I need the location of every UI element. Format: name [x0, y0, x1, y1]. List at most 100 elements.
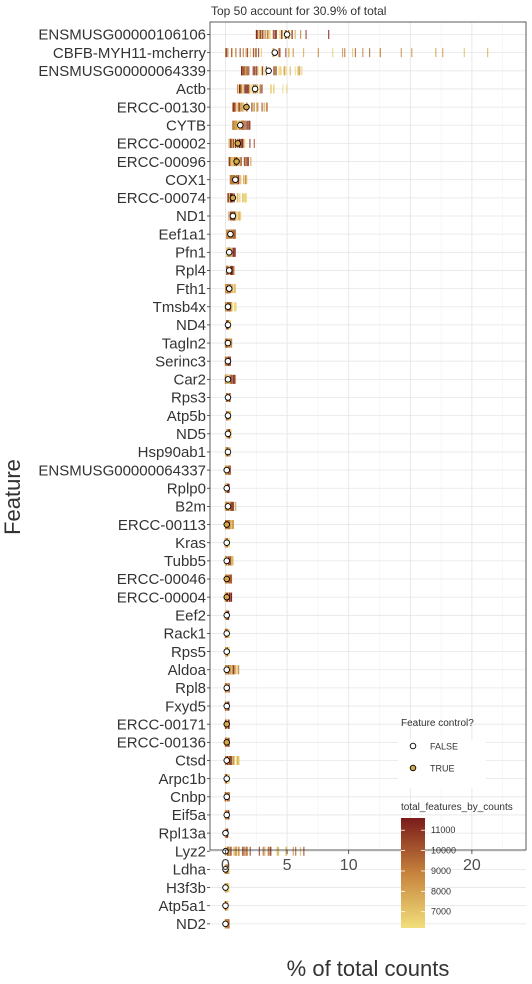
feature-label: ERCC-00136 [117, 735, 206, 752]
feature-marks-cnbp [223, 792, 230, 802]
median-point [233, 158, 240, 165]
legend-color-title: total_features_by_counts [401, 802, 513, 813]
feature-label: Actb [176, 81, 206, 98]
feature-marks-nd1 [228, 211, 242, 221]
feature-label: Rps3 [171, 390, 206, 407]
feature-marks-ldha [222, 864, 230, 874]
feature-marks-ercc-00096 [228, 157, 252, 167]
feature-label: ERCC-00130 [117, 99, 206, 116]
median-point [223, 648, 230, 655]
feature-label: ERCC-00002 [117, 136, 206, 153]
median-point [224, 448, 232, 456]
median-point [224, 412, 232, 419]
x-tick-label: 10 [340, 857, 358, 874]
feature-label: Cnbp [170, 789, 206, 806]
feature-marks-rpl13a [222, 828, 229, 838]
feature-marks-tmsb4x [224, 302, 237, 312]
feature-label: Aldoa [168, 662, 207, 679]
median-point [234, 140, 242, 147]
colorbar-tick-label: 11000 [431, 825, 455, 835]
median-point [222, 829, 229, 837]
median-point [223, 485, 230, 492]
feature-marks-rpl8 [223, 683, 230, 693]
median-point [225, 285, 233, 292]
feature-marks-eef2 [223, 610, 230, 620]
median-point [223, 793, 230, 801]
legend-total-features: total_features_by_counts 7000 8000 9000 100… [401, 802, 513, 928]
feature-marks-cbfb-myh11-mcherry [225, 48, 489, 58]
feature-marks-tagln2 [224, 338, 233, 348]
feature-marks-ercc-00004 [223, 592, 233, 602]
feature-marks-cytb [232, 120, 251, 130]
legend-control-key [409, 742, 417, 750]
median-point [229, 212, 237, 220]
feature-label: Rpl8 [175, 680, 206, 697]
colorbar-tick-label: 8000 [431, 886, 451, 896]
legend-control-title: Feature control? [401, 718, 474, 729]
feature-label: Fxyd5 [165, 698, 206, 715]
legend-control-label: FALSE [430, 742, 458, 752]
feature-label: H3f3b [166, 880, 206, 897]
feature-marks-cox1 [229, 175, 248, 185]
y-axis-title: Feature [0, 459, 25, 535]
feature-marks-rps5 [223, 647, 230, 657]
median-point [223, 811, 230, 819]
feature-label: Tagln2 [162, 335, 206, 352]
feature-label: ERCC-00074 [117, 190, 206, 207]
feature-label: ENSMUSG00000064337 [38, 462, 206, 479]
feature-label: Tmsb4x [153, 299, 207, 316]
feature-marks-car2 [224, 374, 237, 384]
grid [210, 22, 526, 925]
feature-label: ND4 [176, 317, 206, 334]
feature-marks-fxyd5 [223, 701, 230, 711]
feature-marks-pfn1 [225, 247, 236, 257]
median-point [223, 575, 230, 583]
feature-label: Lyz2 [175, 843, 206, 860]
feature-label: Hsp90ab1 [138, 444, 206, 461]
feature-label: ENSMUSG00000106106 [38, 27, 206, 44]
feature-marks-tubb5 [223, 556, 234, 566]
feature-label: ERCC-00113 [118, 517, 206, 534]
feature-label: Rpl4 [175, 263, 206, 280]
feature-label: Eef1a1 [158, 226, 206, 243]
feature-label: B2m [175, 499, 206, 516]
x-axis-title: % of total counts [287, 956, 450, 981]
feature-label: CBFB-MYH11-mcherry [53, 45, 207, 62]
median-point [222, 920, 229, 928]
feature-marks-atp5b [224, 411, 232, 421]
feature-marks-rps3 [224, 393, 232, 402]
median-point [223, 720, 230, 728]
median-point [224, 339, 232, 347]
median-point [223, 666, 230, 674]
median-point [225, 249, 233, 256]
median-point [224, 394, 232, 401]
feature-marks-ercc-00171 [223, 719, 230, 729]
feature-label: Car2 [173, 372, 206, 389]
feature-marks-h3f3b [222, 883, 230, 893]
feature-label: Fth1 [176, 281, 206, 298]
median-point [265, 67, 272, 75]
feature-marks-serinc3 [224, 356, 232, 366]
median-point [225, 267, 233, 274]
feature-marks-aldoa [223, 665, 240, 675]
feature-label: Serinc3 [155, 353, 206, 370]
colorbar-tick-label: 10000 [431, 846, 456, 856]
feature-label: ERCC-00004 [117, 589, 206, 606]
median-point [222, 866, 229, 873]
feature-label: Rplp0 [167, 480, 206, 497]
feature-label: ERCC-00171 [117, 716, 206, 733]
median-point [224, 303, 232, 311]
median-point [271, 49, 279, 56]
feature-label: Kras [175, 535, 206, 552]
median-point [223, 684, 230, 692]
feature-marks-ercc-00074 [227, 193, 247, 203]
feature-marks-eif5a [223, 810, 230, 820]
x-tick-label: 0 [221, 857, 230, 874]
feature-label: ND5 [176, 426, 206, 443]
median-point [223, 702, 230, 710]
median-point [222, 902, 229, 909]
median-point [224, 376, 232, 383]
feature-marks-ensmusg00000064337 [223, 465, 231, 475]
